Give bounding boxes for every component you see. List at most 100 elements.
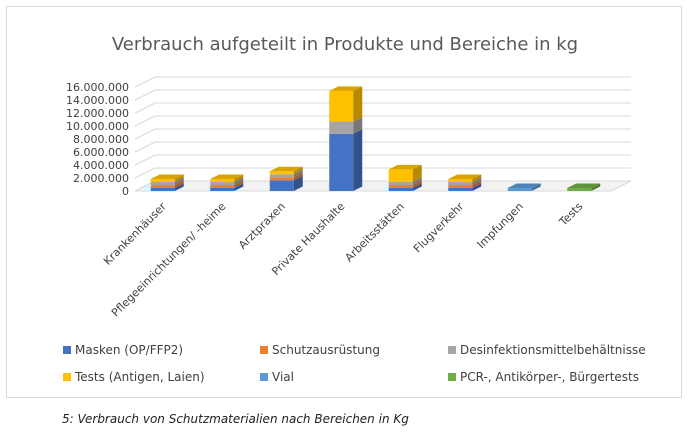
legend-swatch: [448, 346, 456, 354]
bar-segment: [150, 180, 184, 188]
legend-item: Masken (OP/FFP2): [63, 343, 183, 357]
legend-item: Vial: [260, 370, 294, 384]
bar-top: [507, 183, 541, 188]
x-tick-label: Impfungen: [475, 200, 526, 251]
bar-segment: [269, 175, 303, 191]
legend-item: Schutzausrüstung: [260, 343, 380, 357]
gridline: [134, 89, 631, 101]
bar-front: [448, 179, 473, 182]
bar-front: [210, 185, 235, 188]
gridline: [134, 167, 631, 179]
bar-front: [150, 179, 175, 182]
bar-front: [150, 182, 175, 185]
gridline: [134, 76, 631, 88]
bar-side: [412, 180, 422, 188]
bar-front: [388, 181, 413, 185]
bar-side: [412, 177, 422, 185]
legend-label: Masken (OP/FFP2): [75, 343, 183, 357]
bar-side: [293, 175, 303, 191]
bar-side: [412, 183, 422, 191]
bar-front: [269, 177, 294, 181]
bar-segment: [150, 174, 184, 182]
bar-top: [269, 166, 303, 172]
legend-item: Tests (Antigen, Laien): [63, 370, 205, 384]
bar-front: [448, 185, 473, 188]
x-tick-label: Tests: [556, 200, 585, 229]
bar-side: [472, 180, 482, 188]
legend-swatch: [448, 373, 456, 381]
bar-front: [388, 169, 413, 182]
bar-side: [234, 180, 244, 188]
bar-segment: [150, 177, 184, 185]
gridline: [134, 141, 631, 153]
bar-segment: [388, 177, 422, 185]
y-tick-label: 10.000.000: [66, 120, 129, 133]
y-tick-label: 0: [122, 185, 129, 198]
bar-front: [150, 185, 175, 188]
gridline: [134, 128, 631, 140]
gridline: [134, 115, 631, 127]
legend-label: Tests (Antigen, Laien): [74, 370, 205, 384]
legend-label: Schutzausrüstung: [272, 343, 380, 357]
bar-front: [150, 188, 175, 191]
bar-front: [329, 121, 354, 134]
bar-side: [293, 172, 303, 181]
bar-front: [388, 188, 413, 191]
bar-front: [507, 188, 532, 191]
x-tick-label: Arztpraxen: [236, 200, 288, 252]
y-tick-label: 2.000.000: [73, 172, 129, 185]
bar-side: [591, 183, 601, 191]
bar-segment: [448, 183, 482, 191]
bar-side: [234, 174, 244, 182]
legend-item: PCR-, Antikörper-, Bürgertests: [448, 370, 639, 384]
bar-front: [269, 180, 294, 191]
bar-segment: [210, 183, 244, 191]
bar-segment: [388, 180, 422, 188]
bar-front: [448, 182, 473, 185]
bar-side: [174, 177, 184, 185]
bar-segment: [507, 183, 541, 191]
chart-title: Verbrauch aufgeteilt in Produkte und Ber…: [112, 34, 578, 55]
bar-segment: [210, 180, 244, 188]
bar-segment: [210, 177, 244, 185]
legend-swatch: [260, 373, 268, 381]
legend-swatch: [63, 373, 71, 381]
x-tick-label: Flugverkehr: [411, 200, 467, 256]
bar-side: [174, 174, 184, 182]
gridline: [134, 102, 631, 114]
bar-side: [472, 183, 482, 191]
bar-front: [210, 188, 235, 191]
bar-side: [531, 183, 541, 191]
bar-side: [293, 169, 303, 178]
y-tick-label: 16.000.000: [66, 81, 129, 94]
y-tick-label: 8.000.000: [73, 133, 129, 146]
bar-segment: [388, 164, 422, 182]
bar-segment: [269, 172, 303, 181]
chart-floor: [134, 180, 632, 192]
legend-label: Vial: [272, 370, 294, 384]
bar-segment: [448, 174, 482, 182]
bar-segment: [329, 129, 363, 191]
legend-label: PCR-, Antikörper-, Bürgertests: [460, 370, 639, 384]
x-tick-label: Arbeitsstätten: [342, 200, 406, 264]
bar-front: [210, 182, 235, 185]
figure-caption: 5: Verbrauch von Schutzmaterialien nach …: [62, 412, 409, 426]
bar-segment: [567, 183, 601, 191]
chart-frame: Verbrauch aufgeteilt in Produkte und Ber…: [6, 6, 682, 398]
bar-side: [472, 174, 482, 182]
legend-label: Desinfektionsmittelbehältnisse: [460, 343, 646, 357]
bar-side: [234, 177, 244, 185]
bar-front: [269, 174, 294, 178]
bar-segment: [448, 180, 482, 188]
bar-top: [567, 183, 601, 188]
bar-top: [388, 164, 422, 170]
y-tick-label: 6.000.000: [73, 146, 129, 159]
bar-front: [448, 188, 473, 191]
bar-segment: [269, 166, 303, 175]
legend-item: Desinfektionsmittelbehältnisse: [448, 343, 646, 357]
bar-segment: [388, 183, 422, 191]
bar-top: [448, 174, 482, 179]
bar-top: [210, 174, 244, 179]
y-tick-label: 12.000.000: [66, 107, 129, 120]
bar-segment: [269, 169, 303, 178]
